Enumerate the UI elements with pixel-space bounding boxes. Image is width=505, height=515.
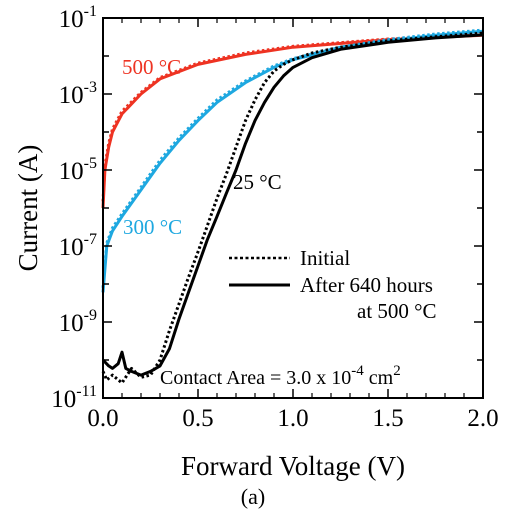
x-tick-label: 1.0 <box>277 405 308 432</box>
y-tick-label: 10-1 <box>59 3 97 33</box>
figure-caption: (a) <box>241 484 265 509</box>
x-tick-label: 1.5 <box>372 405 403 432</box>
y-tick-label: 10-9 <box>59 307 97 337</box>
ticks-layer: 0.0 0.5 1.0 1.5 2.010-110-310-510-710-910-11 <box>51 3 498 432</box>
y-tick-exp: -1 <box>84 3 97 20</box>
series-line-1 <box>101 33 484 202</box>
y-tick-base: 10 <box>51 386 76 413</box>
y-tick-exp: -5 <box>84 155 97 172</box>
y-tick-label: 10-11 <box>51 383 97 413</box>
contact-area-exp: -4 <box>351 363 364 379</box>
legend-after-label-line1: After 640 hours <box>300 273 433 297</box>
y-tick-exp: -3 <box>84 79 97 96</box>
x-tick-label: 0.0 <box>87 405 118 432</box>
legend-after-label-line2: at 500 °C <box>357 299 437 323</box>
series-line-5 <box>101 31 484 385</box>
series-line-3 <box>101 28 484 288</box>
contact-area-unit: cm <box>364 367 394 389</box>
x-tick-label: 2.0 <box>467 405 498 432</box>
y-tick-base: 10 <box>59 82 84 109</box>
y-tick-base: 10 <box>59 310 84 337</box>
label-300c: 300 °C <box>123 215 182 239</box>
y-tick-base: 10 <box>59 234 84 261</box>
y-tick-base: 10 <box>59 158 84 185</box>
label-25c: 25 °C <box>233 170 282 194</box>
label-500c: 500 °C <box>122 55 181 79</box>
contact-area-prefix: Contact Area = 3.0 x 10 <box>160 367 351 389</box>
legend-initial-label: Initial <box>300 246 350 270</box>
y-tick-label: 10-3 <box>59 79 97 109</box>
y-tick-exp: -7 <box>84 231 97 248</box>
y-tick-label: 10-5 <box>59 155 97 185</box>
y-tick-exp: -9 <box>84 307 97 324</box>
series-line-4 <box>101 33 484 377</box>
y-tick-base: 10 <box>59 6 84 33</box>
y-tick-label: 10-7 <box>59 231 97 261</box>
x-axis-title: Forward Voltage (V) <box>181 451 405 481</box>
legend: Initial After 640 hours at 500 °C <box>229 246 437 323</box>
contact-area-unit-exp: 2 <box>393 363 401 379</box>
y-axis-title: Current (A) <box>13 145 43 272</box>
y-tick-exp: -11 <box>76 383 97 400</box>
x-tick-label: 0.5 <box>182 405 213 432</box>
contact-area-annotation: Contact Area = 3.0 x 10-4 cm2 <box>160 363 401 389</box>
series-layer <box>101 28 484 385</box>
